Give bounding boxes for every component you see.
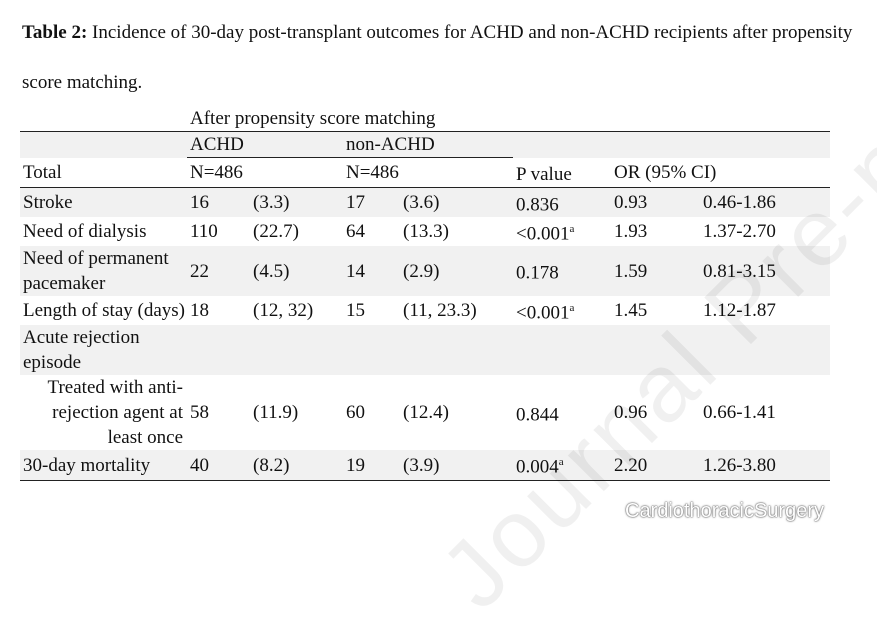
row-label: Stroke xyxy=(20,187,187,217)
wechat-icon xyxy=(593,501,619,522)
confidence-interval: 1.26-3.80 xyxy=(700,450,830,481)
odds-ratio: 1.93 xyxy=(614,220,648,242)
nonachd-count: 14 xyxy=(343,246,400,297)
nonachd-percent: (12.4) xyxy=(403,402,449,424)
confidence-interval: 0.46-1.86 xyxy=(700,187,830,217)
achd-count: 110 xyxy=(190,220,218,242)
achd-count: 18 xyxy=(190,300,209,322)
nonachd-percent: (13.3) xyxy=(403,220,449,242)
p-value: <0.001a xyxy=(516,302,575,324)
achd-count xyxy=(187,325,250,376)
achd-header: ACHD xyxy=(187,131,343,158)
table-row: 30-day mortality 40 (8.2) 19 (3.9) 0.004… xyxy=(20,450,830,481)
caption-text: Incidence of 30-day post-transplant outc… xyxy=(22,22,853,93)
total-header: Total xyxy=(20,157,187,188)
achd-count: 22 xyxy=(187,246,250,297)
row-label: Treated with anti-rejection agent at lea… xyxy=(47,377,183,449)
header-row-n: Total N=486 N=486 P value OR (95% CI) xyxy=(20,157,830,188)
group-header: After propensity score matching xyxy=(190,108,436,129)
confidence-interval: 1.12-1.87 xyxy=(703,300,776,322)
p-value: <0.001a xyxy=(516,222,575,245)
caption-label: Table 2: xyxy=(22,22,88,43)
nonachd-count xyxy=(343,325,400,376)
table-row: Stroke 16 (3.3) 17 (3.6) 0.836 0.93 0.46… xyxy=(20,187,830,217)
nonachd-percent: (2.9) xyxy=(400,246,513,297)
or-header: OR (95% CI) xyxy=(611,157,830,188)
nonachd-count: 19 xyxy=(343,450,400,481)
nonachd-count: 60 xyxy=(346,402,365,424)
achd-count: 40 xyxy=(187,450,250,481)
row-label: 30-day mortality xyxy=(20,450,187,481)
achd-percent: (4.5) xyxy=(250,246,343,297)
row-label: Need of permanent pacemaker xyxy=(20,246,187,297)
achd-percent: (11.9) xyxy=(253,402,299,424)
achd-percent: (8.2) xyxy=(250,450,343,481)
nonachd-count: 17 xyxy=(343,187,400,217)
p-value: 0.178 xyxy=(513,246,611,297)
wechat-overlay: CardiothoracicSurgery xyxy=(593,500,824,523)
nonachd-header: non-ACHD xyxy=(343,131,513,158)
achd-percent: (12, 32) xyxy=(253,300,314,322)
p-value: 0.004a xyxy=(513,450,611,481)
header-row-group: After propensity score matching xyxy=(20,106,830,132)
achd-percent xyxy=(250,325,343,376)
table-row: Length of stay (days) 18 (12, 32) 15 (11… xyxy=(20,296,830,325)
p-value xyxy=(513,325,611,376)
achd-count: 16 xyxy=(187,187,250,217)
confidence-interval: 0.66-1.41 xyxy=(703,402,776,424)
table-row: Acute rejection episode xyxy=(20,325,830,376)
nonachd-percent: (11, 23.3) xyxy=(403,300,477,322)
nonachd-percent: (3.9) xyxy=(400,450,513,481)
table-caption: Table 2: Incidence of 30-day post-transp… xyxy=(22,8,872,108)
outcomes-table: After propensity score matching ACHD non… xyxy=(20,106,830,481)
odds-ratio: 2.20 xyxy=(611,450,700,481)
achd-percent: (3.3) xyxy=(250,187,343,217)
wechat-account-name: CardiothoracicSurgery xyxy=(625,500,824,522)
achd-count: 58 xyxy=(190,402,209,424)
odds-ratio: 1.45 xyxy=(614,300,648,322)
confidence-interval xyxy=(700,325,830,376)
achd-n-header: N=486 xyxy=(187,157,343,188)
table-row: Treated with anti-rejection agent at lea… xyxy=(20,375,830,450)
row-label: Length of stay (days) xyxy=(23,300,185,322)
nonachd-count: 15 xyxy=(346,300,365,322)
odds-ratio: 0.96 xyxy=(614,402,648,424)
header-row-cohorts: ACHD non-ACHD xyxy=(20,131,830,158)
table-row: Need of permanent pacemaker 22 (4.5) 14 … xyxy=(20,246,830,297)
nonachd-count: 64 xyxy=(346,220,365,242)
pvalue-header: P value xyxy=(513,157,611,188)
odds-ratio: 0.93 xyxy=(611,187,700,217)
table-row: Need of dialysis 110 (22.7) 64 (13.3) <0… xyxy=(20,217,830,246)
nonachd-percent xyxy=(400,325,513,376)
nonachd-n-header: N=486 xyxy=(343,157,513,188)
nonachd-percent: (3.6) xyxy=(400,187,513,217)
odds-ratio: 1.59 xyxy=(611,246,700,297)
p-value: 0.844 xyxy=(516,404,559,426)
confidence-interval: 1.37-2.70 xyxy=(703,220,776,242)
row-label: Acute rejection episode xyxy=(20,325,187,376)
p-value: 0.836 xyxy=(513,187,611,217)
odds-ratio xyxy=(611,325,700,376)
achd-percent: (22.7) xyxy=(253,220,299,242)
row-label: Need of dialysis xyxy=(23,220,147,242)
confidence-interval: 0.81-3.15 xyxy=(700,246,830,297)
